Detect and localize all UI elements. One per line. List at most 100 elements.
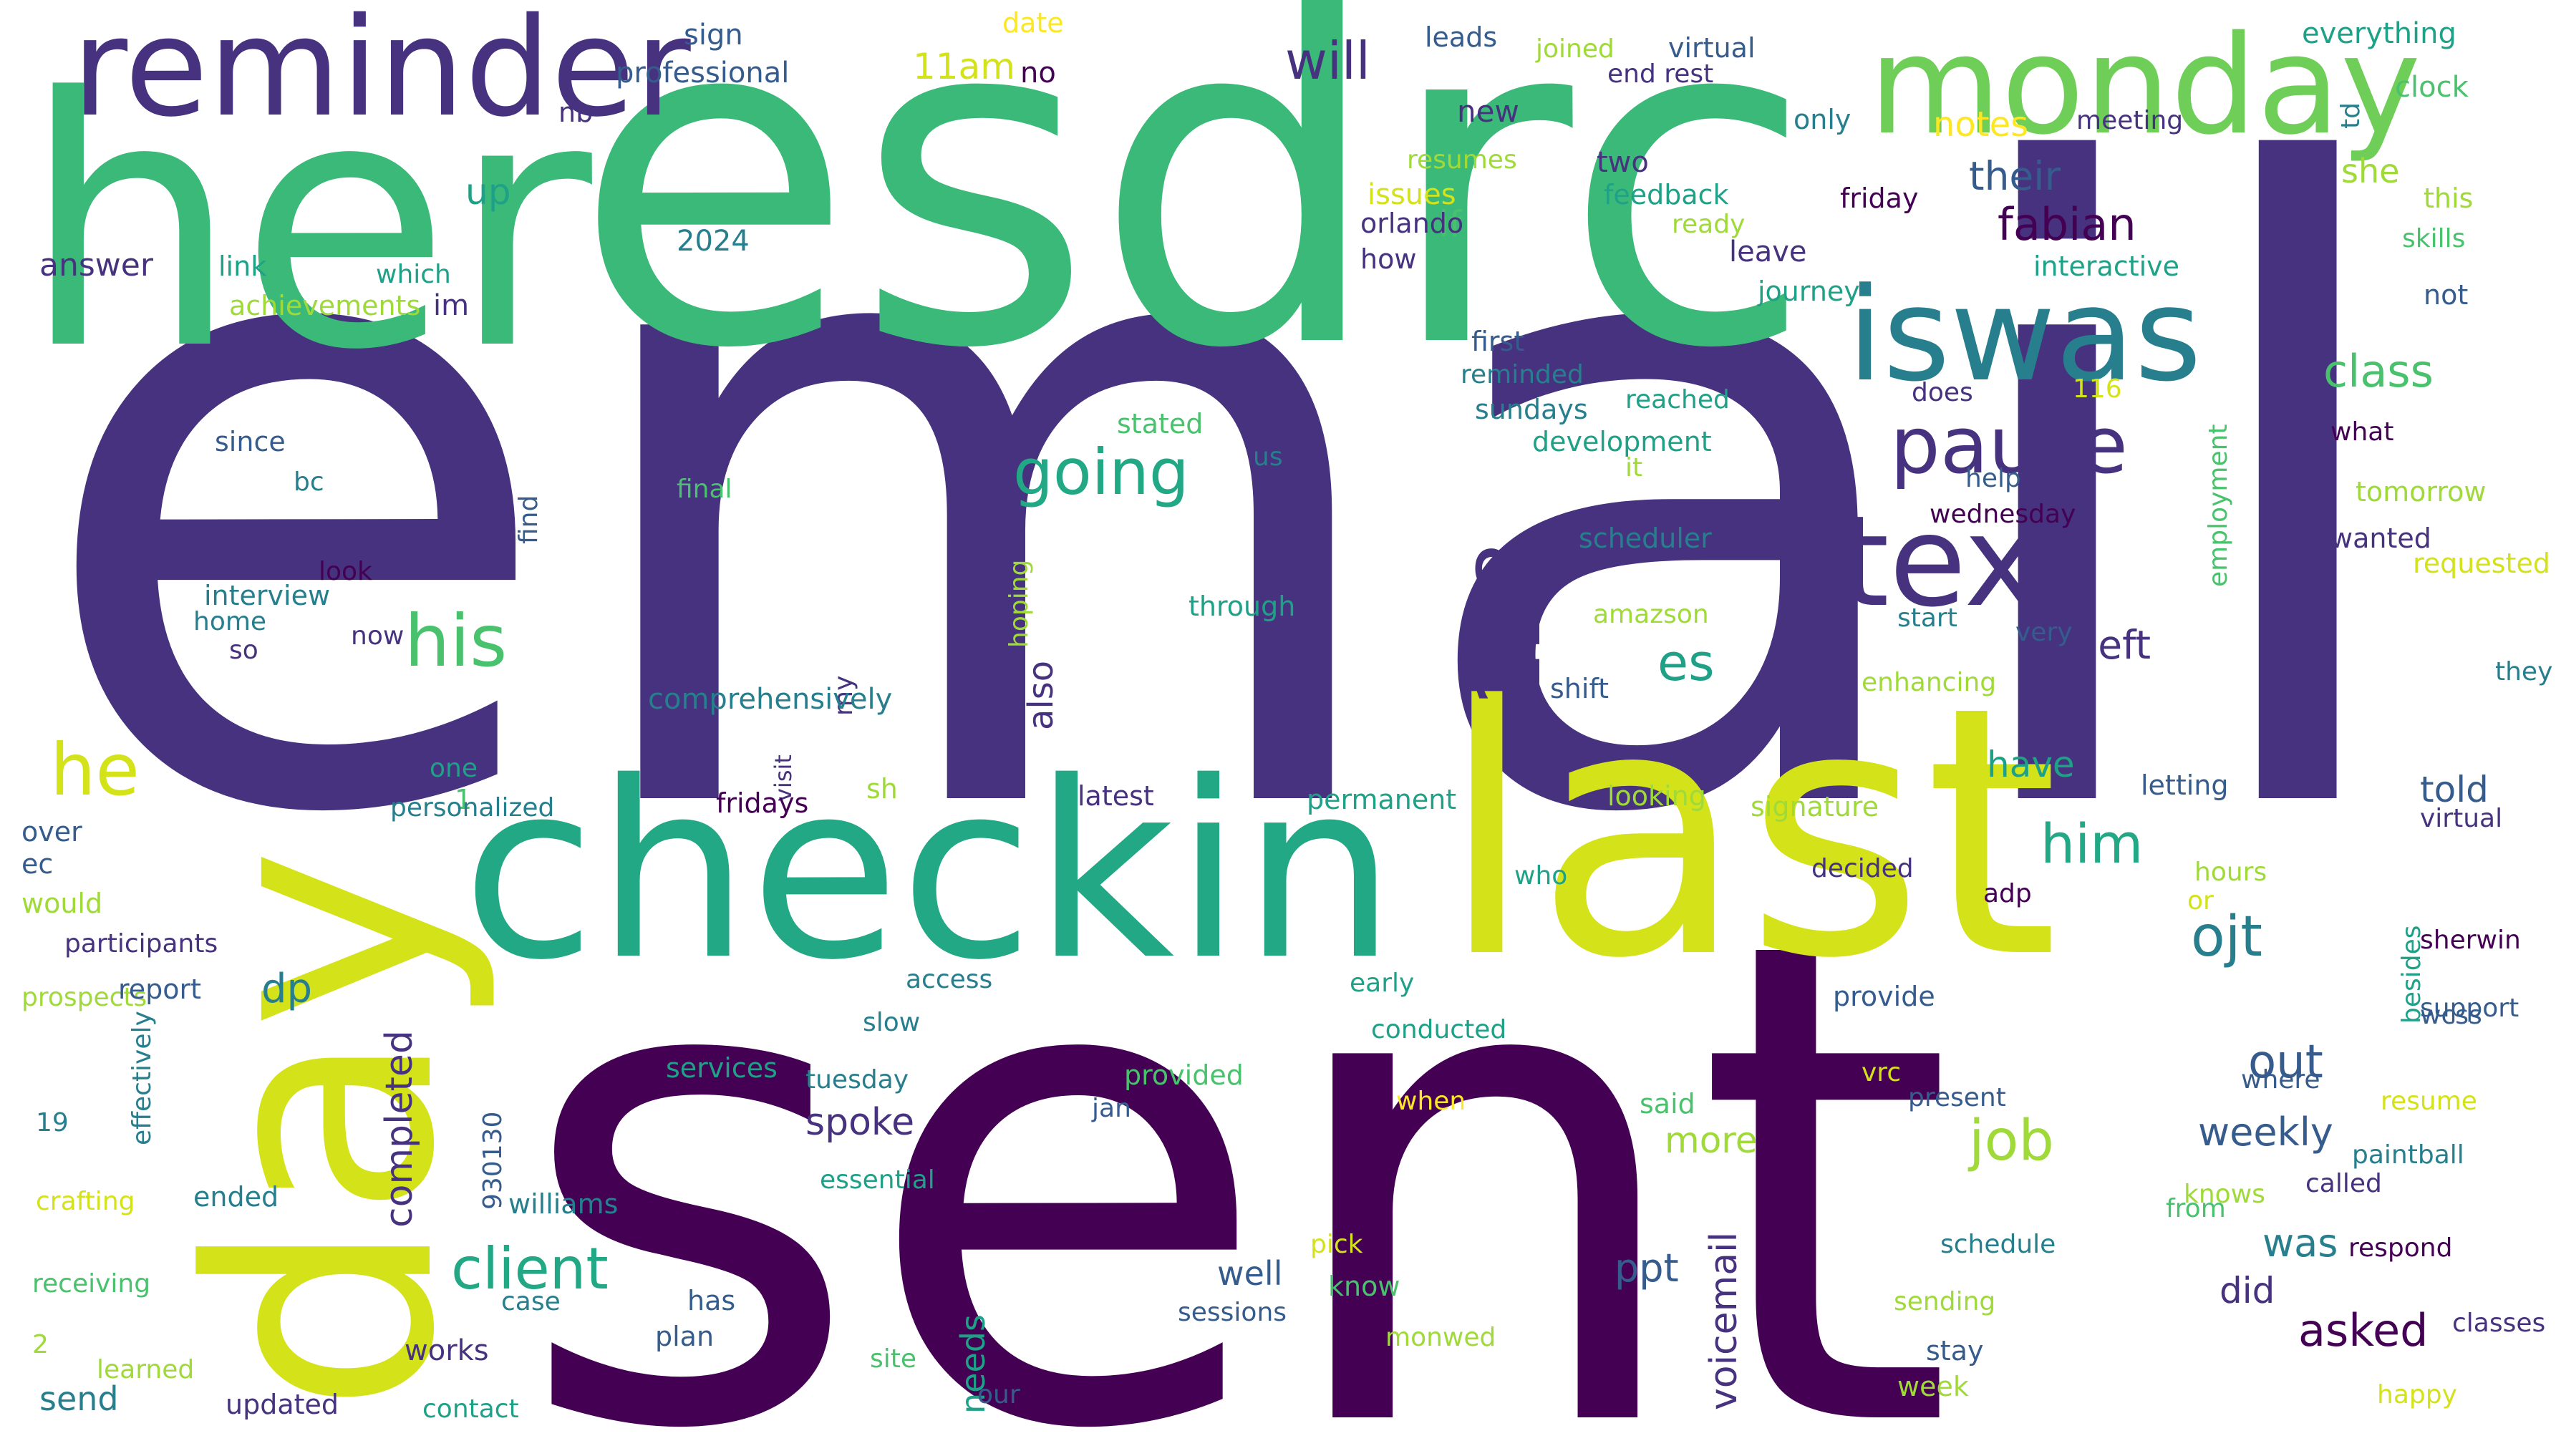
- word-told: told: [2420, 769, 2489, 810]
- word-it: it: [1625, 453, 1642, 482]
- word-final: final: [677, 475, 732, 504]
- word-how: how: [1360, 243, 1416, 275]
- word-only: only: [1793, 104, 1851, 135]
- word-early: early: [1350, 969, 1414, 998]
- word-im: im: [433, 289, 469, 322]
- word-she: she: [2341, 152, 2399, 190]
- word-weekly: weekly: [2198, 1110, 2333, 1155]
- word-feedback: feedback: [1604, 179, 1729, 210]
- word-sundays: sundays: [1475, 394, 1588, 425]
- word-esdrc: esdrc: [573, 0, 1814, 448]
- word-send: send: [39, 1379, 119, 1418]
- word-sessions: sessions: [1178, 1298, 1287, 1327]
- word-requested: requested: [2413, 548, 2550, 579]
- word-amazson: amazson: [1593, 600, 1709, 629]
- word-email: email: [29, 0, 2418, 1003]
- word-sending: sending: [1894, 1287, 1995, 1316]
- word-classes: classes: [2452, 1309, 2545, 1338]
- word-228: 228: [1461, 541, 1560, 705]
- word-report: report: [118, 974, 201, 1005]
- word-pick: pick: [1310, 1230, 1363, 1259]
- word-td: td: [2336, 102, 2366, 129]
- word-11am: 11am: [913, 46, 1015, 87]
- word-tuesday: tuesday: [805, 1065, 909, 1095]
- word-updated: updated: [226, 1389, 339, 1420]
- word-learned: learned: [97, 1355, 194, 1384]
- word-meeting: meeting: [2076, 106, 2183, 135]
- word-receiving: receiving: [32, 1269, 150, 1299]
- word-present: present: [1908, 1083, 2006, 1112]
- word-new: new: [1457, 94, 1519, 129]
- word-vrc: vrc: [1862, 1058, 1901, 1087]
- word-wcss: wcss: [2420, 1001, 2482, 1030]
- word-orlando: orlando: [1360, 208, 1463, 239]
- word-besides: besides: [2397, 925, 2426, 1024]
- word-two: two: [1597, 146, 1649, 179]
- word-if: if: [1439, 203, 1463, 245]
- word-prospects: prospects: [21, 983, 147, 1012]
- word-has: has: [687, 1285, 735, 1316]
- word-es: es: [1657, 634, 1715, 692]
- word-1: 1: [455, 784, 472, 815]
- word-resumes: resumes: [1407, 145, 1517, 175]
- word-notes: notes: [1933, 105, 2028, 145]
- word-needs: needs: [954, 1314, 992, 1414]
- word-said: said: [1640, 1088, 1695, 1120]
- word-since: since: [215, 426, 286, 457]
- word-provide: provide: [1833, 981, 1935, 1012]
- word-works: works: [405, 1334, 489, 1367]
- word-him: him: [2041, 812, 2143, 875]
- word-journey: journey: [1757, 276, 1860, 307]
- word-professional: professional: [616, 57, 789, 89]
- word-day: day: [145, 848, 503, 1414]
- word-joined: joined: [1535, 34, 1615, 64]
- word-have: have: [1987, 744, 2075, 785]
- word-clock: clock: [2395, 71, 2469, 104]
- word-everything: everything: [2302, 17, 2456, 50]
- word-left: left: [2087, 622, 2151, 668]
- word-support: support: [2420, 994, 2519, 1023]
- word-now: now: [351, 621, 404, 651]
- word-ended: ended: [193, 1181, 279, 1213]
- word-which: which: [376, 260, 451, 289]
- word-will: will: [1285, 31, 1370, 91]
- word-personalized: personalized: [390, 793, 554, 822]
- word-spoke: spoke: [805, 1101, 914, 1144]
- word-iswas: iswas: [1847, 261, 2202, 410]
- word-this: this: [2424, 183, 2473, 214]
- word-respond: respond: [2348, 1233, 2452, 1263]
- word-help: help: [1965, 464, 2021, 493]
- word-virtual: virtual: [1668, 32, 1756, 64]
- word-us: us: [1253, 442, 1283, 472]
- word-from: from: [2166, 1194, 2226, 1223]
- word-interview: interview: [204, 580, 330, 611]
- word-resume: resume: [2381, 1087, 2477, 1116]
- word-asked: asked: [2298, 1304, 2429, 1356]
- word-jan: jan: [1091, 1094, 1131, 1123]
- word-skills: skills: [2402, 224, 2465, 253]
- word-fridays: fridays: [716, 787, 808, 819]
- word-my: my: [829, 676, 858, 716]
- word-one: one: [430, 754, 478, 783]
- word-out: out: [2248, 1036, 2323, 1089]
- word-was: was: [2262, 1220, 2338, 1266]
- word-know: know: [1328, 1271, 1400, 1302]
- word-find: find: [514, 495, 543, 544]
- word-reminder: reminder: [72, 0, 692, 147]
- word-not: not: [2424, 279, 2468, 311]
- word-look: look: [319, 557, 372, 586]
- word-text: text: [1840, 490, 2087, 635]
- word-her: her: [21, 25, 596, 425]
- word-date: date: [1002, 7, 1064, 39]
- word-sh: sh: [866, 773, 898, 805]
- word-employment: employment: [2204, 424, 2233, 587]
- word-sent: sent: [515, 800, 1955, 1456]
- word-bc: bc: [294, 467, 324, 497]
- word-so: so: [229, 636, 258, 665]
- word-letting: letting: [2141, 770, 2229, 801]
- word-week: week: [1897, 1371, 1969, 1402]
- word-plan: plan: [655, 1321, 714, 1352]
